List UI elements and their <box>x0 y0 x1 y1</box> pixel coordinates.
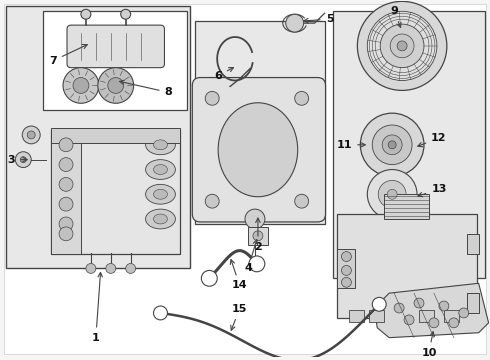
Circle shape <box>98 68 134 103</box>
Circle shape <box>342 277 351 287</box>
Circle shape <box>294 194 309 208</box>
Polygon shape <box>374 283 489 338</box>
Circle shape <box>360 113 424 176</box>
Text: 14: 14 <box>230 260 247 291</box>
Bar <box>51 128 180 143</box>
Circle shape <box>205 194 219 208</box>
Ellipse shape <box>153 140 168 150</box>
Text: 10: 10 <box>421 332 437 357</box>
Bar <box>338 214 477 318</box>
Circle shape <box>342 252 351 261</box>
Bar <box>248 227 268 245</box>
Circle shape <box>27 131 35 139</box>
Text: 8: 8 <box>120 80 172 98</box>
Text: 1: 1 <box>92 273 102 343</box>
Bar <box>444 310 459 322</box>
Circle shape <box>121 9 131 19</box>
Circle shape <box>249 256 265 272</box>
Bar <box>419 310 434 322</box>
Ellipse shape <box>146 209 175 229</box>
Circle shape <box>59 197 73 211</box>
Circle shape <box>380 24 424 68</box>
Bar <box>349 310 365 322</box>
Circle shape <box>81 9 91 19</box>
Ellipse shape <box>146 159 175 179</box>
Text: 11: 11 <box>337 140 365 150</box>
Circle shape <box>59 138 73 152</box>
Text: 3: 3 <box>7 155 27 165</box>
Bar <box>467 234 479 253</box>
Circle shape <box>201 270 217 286</box>
Bar <box>467 293 479 313</box>
Text: 9: 9 <box>390 6 401 27</box>
Ellipse shape <box>153 214 168 224</box>
Circle shape <box>414 298 424 308</box>
Bar <box>51 130 180 253</box>
Text: 6: 6 <box>214 68 233 81</box>
Circle shape <box>86 264 96 273</box>
Text: 4: 4 <box>244 240 258 274</box>
Circle shape <box>59 158 73 171</box>
Circle shape <box>390 34 414 58</box>
Text: 15: 15 <box>231 304 247 330</box>
Circle shape <box>342 265 351 275</box>
Circle shape <box>404 315 414 325</box>
Bar <box>333 11 485 278</box>
Circle shape <box>22 126 40 144</box>
Circle shape <box>357 1 447 90</box>
Circle shape <box>439 301 449 311</box>
Circle shape <box>368 11 437 81</box>
Circle shape <box>153 306 168 320</box>
Text: 12: 12 <box>418 133 447 147</box>
Bar <box>51 130 81 253</box>
Circle shape <box>449 318 459 328</box>
Circle shape <box>394 303 404 313</box>
Circle shape <box>387 189 397 199</box>
Circle shape <box>253 231 263 241</box>
Circle shape <box>382 135 402 155</box>
Ellipse shape <box>153 165 168 175</box>
Bar <box>43 11 187 110</box>
Circle shape <box>388 141 396 149</box>
Circle shape <box>205 91 219 105</box>
Bar <box>6 6 190 269</box>
Circle shape <box>59 217 73 231</box>
Text: 2: 2 <box>254 218 262 252</box>
Bar <box>384 194 429 219</box>
Circle shape <box>378 180 406 208</box>
FancyBboxPatch shape <box>192 77 325 222</box>
Circle shape <box>125 264 136 273</box>
FancyBboxPatch shape <box>67 25 165 68</box>
Circle shape <box>59 227 73 241</box>
Circle shape <box>372 125 412 165</box>
Circle shape <box>397 41 407 51</box>
Bar <box>369 310 384 322</box>
Text: 5: 5 <box>304 14 333 24</box>
Circle shape <box>245 209 265 229</box>
Ellipse shape <box>146 135 175 155</box>
Circle shape <box>73 77 89 93</box>
Circle shape <box>459 308 469 318</box>
Text: 13: 13 <box>418 184 446 197</box>
Circle shape <box>429 318 439 328</box>
Circle shape <box>108 77 123 93</box>
Circle shape <box>294 91 309 105</box>
Circle shape <box>286 14 304 32</box>
Bar <box>196 21 324 224</box>
Circle shape <box>368 170 417 219</box>
Ellipse shape <box>218 103 298 197</box>
Circle shape <box>106 264 116 273</box>
Circle shape <box>59 177 73 191</box>
Circle shape <box>63 68 99 103</box>
Circle shape <box>372 297 386 311</box>
Ellipse shape <box>146 184 175 204</box>
Circle shape <box>20 157 26 163</box>
Text: 7: 7 <box>49 45 87 66</box>
Circle shape <box>15 152 31 167</box>
Ellipse shape <box>153 189 168 199</box>
Bar <box>338 249 355 288</box>
